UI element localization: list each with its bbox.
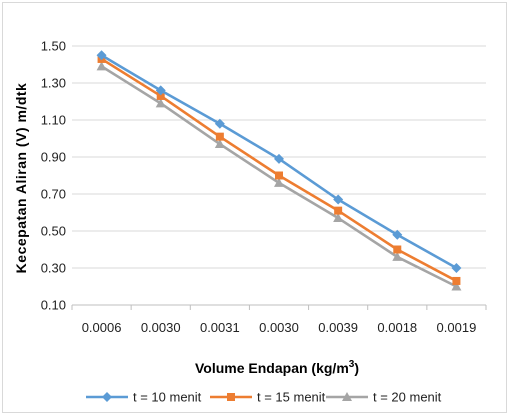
series-t-15-menit bbox=[97, 54, 461, 285]
x-tick-label: 0.0031 bbox=[200, 320, 240, 335]
series-t-10-menit bbox=[96, 50, 462, 273]
data-point bbox=[274, 153, 284, 164]
data-point bbox=[155, 85, 166, 96]
x-tick-label: 0.0006 bbox=[82, 320, 122, 335]
y-axis-ticks: 1.50 1.30 1.10 0.90 0.70 0.50 0.30 0.10 bbox=[41, 39, 66, 313]
legend-marker bbox=[102, 392, 112, 402]
legend-item: t = 15 menit bbox=[210, 390, 326, 405]
legend-label: t = 10 menit bbox=[133, 390, 202, 405]
y-tick-label: 0.10 bbox=[41, 298, 66, 313]
data-point bbox=[333, 194, 344, 205]
data-point bbox=[155, 98, 166, 108]
y-tick-label: 1.10 bbox=[41, 113, 66, 128]
data-point bbox=[451, 263, 462, 273]
data-point bbox=[96, 50, 107, 61]
legend-label: t = 15 menit bbox=[257, 390, 326, 405]
data-point bbox=[215, 132, 224, 141]
data-point bbox=[214, 118, 225, 129]
data-point bbox=[214, 139, 225, 149]
y-axis-title: Kecepatan Aliran (V) m/dtk bbox=[13, 83, 29, 274]
x-tick-label: 0.0018 bbox=[377, 320, 417, 335]
y-tick-label: 1.30 bbox=[41, 76, 66, 91]
y-tick-label: 0.30 bbox=[41, 261, 66, 276]
data-point bbox=[392, 229, 403, 240]
x-axis-ticks: 0.0006 0.0030 0.0031 0.0030 0.0039 0.0018 0.00… bbox=[71, 305, 487, 335]
legend-item: t = 20 menit bbox=[326, 390, 442, 405]
data-point bbox=[156, 91, 165, 100]
data-point bbox=[333, 213, 344, 223]
legend-item: t = 10 menit bbox=[86, 390, 202, 405]
data-point bbox=[274, 177, 284, 187]
x-tick-label: 0.0030 bbox=[259, 320, 299, 335]
x-tick-label: 0.0030 bbox=[141, 320, 181, 335]
legend: t = 10 menit t = 15 menit t = 20 menit bbox=[86, 390, 442, 405]
data-point bbox=[392, 251, 403, 261]
data-point bbox=[275, 171, 283, 180]
x-tick-label: 0.0039 bbox=[318, 320, 358, 335]
data-point bbox=[393, 245, 402, 254]
data-point bbox=[451, 281, 462, 291]
y-tick-label: 1.50 bbox=[41, 39, 66, 54]
data-point bbox=[96, 61, 107, 71]
chart-area bbox=[2, 2, 507, 413]
x-axis-title: Volume Endapan (kg/m3) bbox=[195, 359, 359, 376]
legend-marker bbox=[227, 393, 235, 401]
data-series bbox=[96, 50, 462, 291]
data-point bbox=[452, 276, 461, 285]
legend-marker bbox=[342, 392, 352, 401]
series-line bbox=[100, 57, 458, 283]
y-tick-label: 0.70 bbox=[41, 187, 66, 202]
y-tick-label: 0.90 bbox=[41, 150, 66, 165]
x-tick-label: 0.0019 bbox=[437, 320, 477, 335]
y-tick-label: 0.50 bbox=[41, 224, 66, 239]
legend-label: t = 20 menit bbox=[373, 390, 442, 405]
data-point bbox=[334, 206, 343, 215]
series-t-20-menit bbox=[96, 61, 462, 291]
